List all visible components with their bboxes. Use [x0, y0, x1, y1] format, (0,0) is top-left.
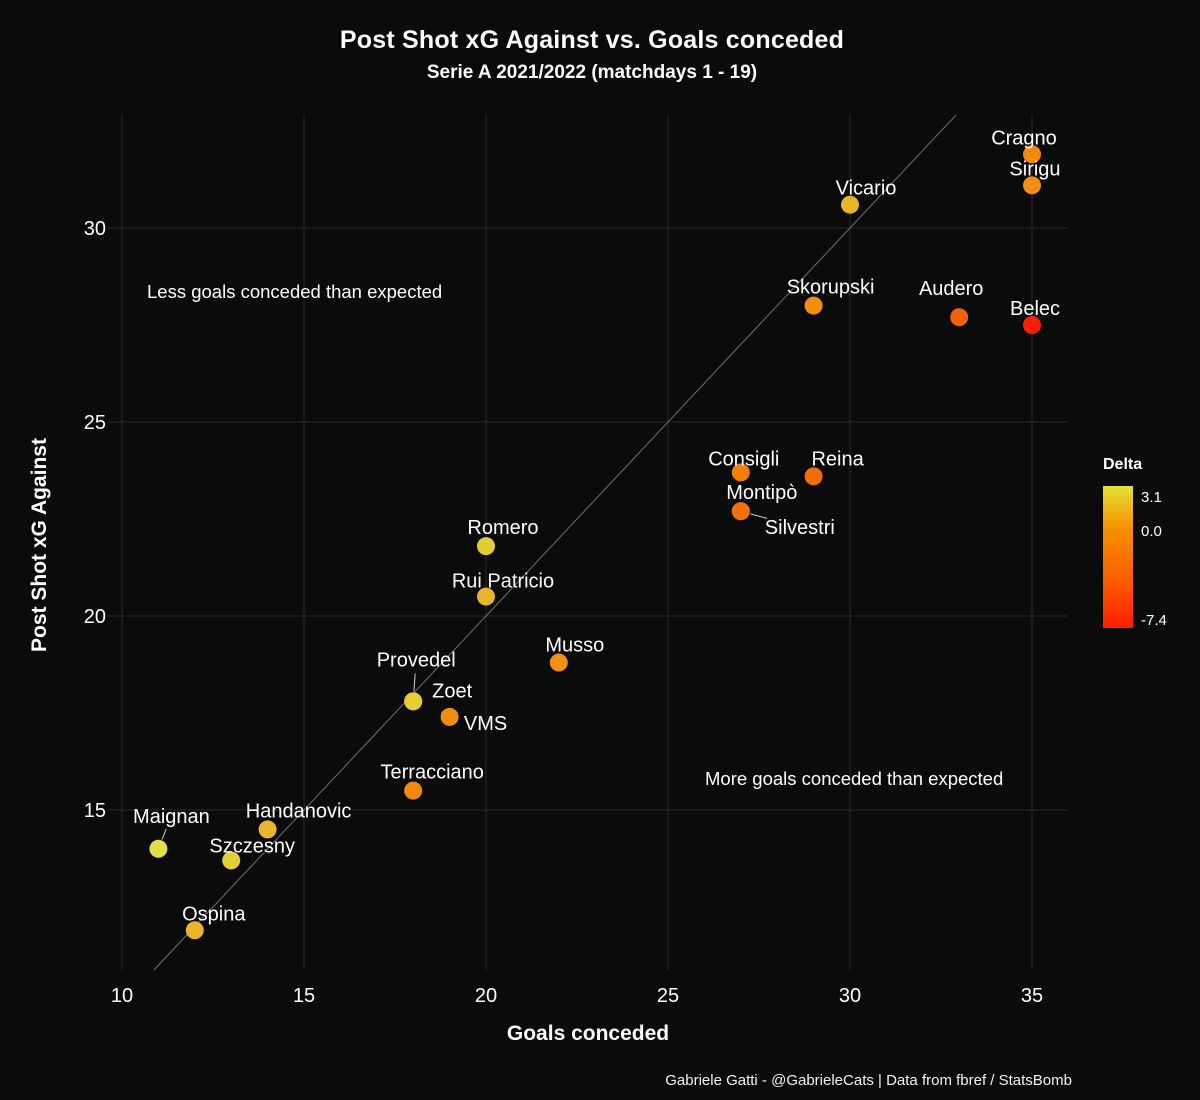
point-label-zoet: Zoet	[432, 680, 472, 702]
data-point-audero	[950, 308, 969, 327]
point-label-audero: Audero	[919, 278, 984, 300]
y-tick-label: 30	[84, 218, 106, 240]
data-point-terracciano	[404, 781, 423, 800]
point-label-rui-patricio: Rui Patricio	[452, 571, 554, 593]
data-point-skorupski	[804, 296, 823, 315]
y-tick-label: 20	[84, 606, 106, 628]
point-label-maignan: Maignan	[133, 806, 210, 828]
point-label-vms: VMS	[464, 713, 507, 735]
legend-gradient-bar	[1103, 486, 1133, 628]
point-label-vicario: Vicario	[836, 178, 897, 200]
point-label-skorupski: Skorupski	[787, 277, 875, 299]
data-point-reina	[804, 467, 823, 486]
point-label-terracciano: Terracciano	[381, 762, 484, 784]
data-point-maignan	[149, 839, 168, 858]
annotation-less-goals: Less goals conceded than expected	[147, 281, 443, 302]
point-label-romero: Romero	[467, 517, 538, 539]
chart-subtitle: Serie A 2021/2022 (matchdays 1 - 19)	[426, 62, 758, 83]
annotation-more-goals: More goals conceded than expected	[705, 768, 1004, 789]
data-point-musso	[549, 653, 568, 672]
y-tick-label: 25	[84, 412, 106, 434]
point-label-belec: Belec	[1010, 298, 1060, 320]
y-tick-label: 15	[84, 800, 106, 822]
point-label-szczesny: Szczesny	[209, 835, 295, 857]
identity-line	[153, 114, 957, 971]
x-tick-label: 10	[111, 985, 133, 1007]
point-label-montipò: Montipò	[726, 482, 797, 504]
point-label-musso: Musso	[545, 635, 604, 657]
legend-min-label: -7.4	[1141, 612, 1167, 629]
x-tick-label: 35	[1021, 985, 1043, 1007]
point-label-ospina: Ospina	[182, 903, 246, 925]
data-point-rui-patricio	[477, 587, 495, 606]
point-label-consigli: Consigli	[708, 448, 779, 470]
label-leader-line	[413, 673, 416, 692]
legend-max-label: 3.1	[1141, 489, 1162, 506]
data-point-consigli	[731, 463, 750, 482]
x-axis-title: Goals conceded	[506, 1022, 670, 1045]
data-point-ospina	[185, 921, 204, 940]
y-axis-title: Post Shot xG Against	[28, 438, 51, 652]
data-point-provedel	[404, 692, 423, 711]
data-point-vms	[440, 707, 459, 726]
data-point-sirigu	[1023, 176, 1041, 195]
data-point-vicario	[841, 195, 859, 214]
colorbar-legend: Delta 3.1 0.0 -7.4	[1100, 456, 1200, 666]
data-point-silvestri	[731, 502, 750, 521]
x-tick-label: 25	[657, 985, 679, 1007]
point-label-sirigu: Sirigu	[1009, 158, 1060, 180]
x-tick-label: 30	[839, 985, 861, 1007]
x-tick-label: 15	[293, 985, 315, 1007]
point-label-reina: Reina	[811, 448, 864, 470]
data-point-handanovic	[258, 820, 277, 839]
x-tick-label: 20	[475, 985, 497, 1007]
data-point-belec	[1023, 316, 1041, 334]
legend-mid-label: 0.0	[1141, 523, 1162, 540]
label-leader-line	[750, 513, 768, 519]
chart-title: Post Shot xG Against vs. Goals conceded	[339, 26, 845, 54]
point-label-cragno: Cragno	[991, 127, 1057, 149]
point-label-handanovic: Handanovic	[246, 800, 352, 822]
point-label-silvestri: Silvestri	[765, 517, 835, 539]
legend-title: Delta	[1103, 456, 1143, 473]
data-point-szczesny	[222, 851, 241, 870]
label-leader-line	[161, 828, 167, 840]
point-label-provedel: Provedel	[377, 649, 456, 671]
credit-caption: Gabriele Gatti - @GabrieleCats | Data fr…	[665, 1072, 1072, 1089]
data-point-romero	[477, 537, 495, 556]
data-point-cragno	[1023, 145, 1041, 164]
